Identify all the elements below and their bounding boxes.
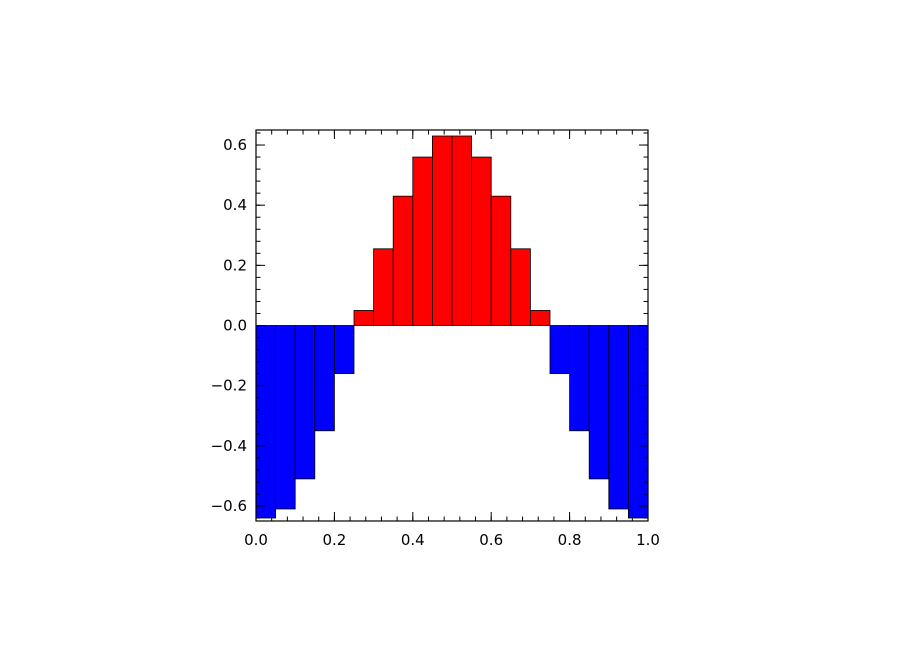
bar-14 bbox=[530, 310, 551, 326]
y-tick-label-6: 0.6 bbox=[223, 136, 247, 154]
y-tick-label-1: −0.4 bbox=[211, 437, 247, 455]
x-tick-label-3: 0.6 bbox=[479, 531, 503, 549]
x-tick-label-5: 1.0 bbox=[636, 531, 660, 549]
y-tick-label-2: −0.2 bbox=[211, 377, 247, 395]
bar-7 bbox=[392, 195, 414, 326]
x-tick-label-1: 0.2 bbox=[322, 531, 346, 549]
bar-6 bbox=[373, 248, 394, 326]
bar-4 bbox=[333, 325, 355, 375]
bar-15 bbox=[549, 325, 571, 375]
bars-layer bbox=[255, 135, 649, 519]
bar-11 bbox=[471, 156, 492, 326]
y-tick-label-0: −0.6 bbox=[211, 497, 247, 515]
bar-12 bbox=[490, 195, 512, 326]
bar-5 bbox=[353, 310, 375, 326]
bar-9 bbox=[431, 135, 453, 326]
plot-frame bbox=[255, 129, 649, 522]
bar-18 bbox=[608, 325, 629, 510]
bar-8 bbox=[412, 156, 433, 326]
bar-17 bbox=[588, 325, 610, 480]
bar-10 bbox=[451, 135, 473, 326]
ticks-layer bbox=[255, 130, 649, 521]
y-tick-label-4: 0.2 bbox=[223, 256, 247, 274]
tick-labels-layer: 0.0 0.2 0.4 0.6 0.8 1.0 −0.6 −0.4 −0.2 0.0 0.2 0.4 0… bbox=[211, 136, 660, 549]
x-tick-label-2: 0.4 bbox=[401, 531, 425, 549]
bar-3 bbox=[314, 325, 335, 432]
bar-1 bbox=[275, 325, 296, 510]
y-tick-label-3: 0.0 bbox=[223, 317, 247, 335]
bar-13 bbox=[510, 248, 531, 326]
bar-2 bbox=[294, 325, 316, 480]
x-tick-label-4: 0.8 bbox=[558, 531, 582, 549]
bar-16 bbox=[569, 325, 590, 432]
x-tick-label-0: 0.0 bbox=[244, 531, 268, 549]
y-tick-label-5: 0.4 bbox=[223, 196, 247, 214]
